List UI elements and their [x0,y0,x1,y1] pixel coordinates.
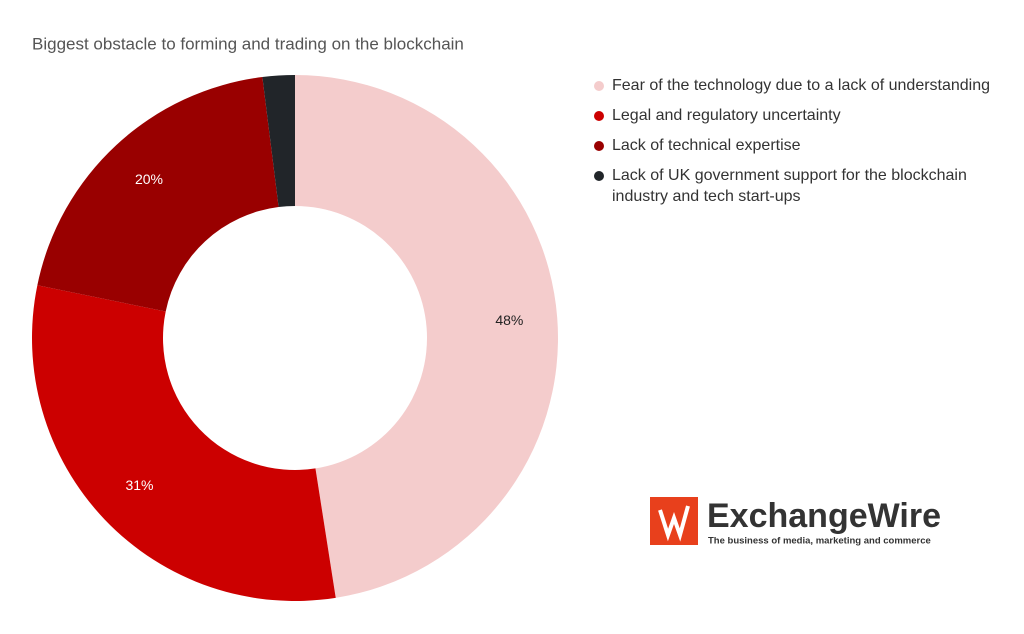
logo-name: ExchangeWire [707,497,941,535]
legend-swatch [594,81,604,91]
value-label: 20% [135,171,163,187]
chart-title: Biggest obstacle to forming and trading … [32,34,464,53]
slice [295,75,558,598]
legend-label: Lack of technical expertise [612,137,801,154]
logo: ExchangeWire The business of media, mark… [650,497,941,547]
slice [32,285,336,601]
donut: 48% 31% 20% [32,75,558,601]
legend: Fear of the technology due to a lack of … [594,75,994,216]
legend-label: Fear of the technology due to a lack of … [612,77,991,94]
legend-swatch [594,171,604,181]
legend-swatch [594,141,604,151]
slice [262,75,295,208]
legend-label: Lack of UK government support for the bl… [612,167,967,205]
legend-item: Lack of UK government support for the bl… [594,165,994,207]
legend-label: Legal and regulatory uncertainty [612,107,841,124]
value-label: 31% [125,477,153,493]
value-label: 48% [495,312,523,328]
logo-tagline: The business of media, marketing and com… [708,536,931,547]
logo-glyph [658,505,690,542]
legend-swatch [594,111,604,121]
legend-item: Fear of the technology due to a lack of … [594,75,994,96]
legend-item: Legal and regulatory uncertainty [594,105,994,126]
slice [37,77,279,312]
legend-item: Lack of technical expertise [594,135,994,156]
